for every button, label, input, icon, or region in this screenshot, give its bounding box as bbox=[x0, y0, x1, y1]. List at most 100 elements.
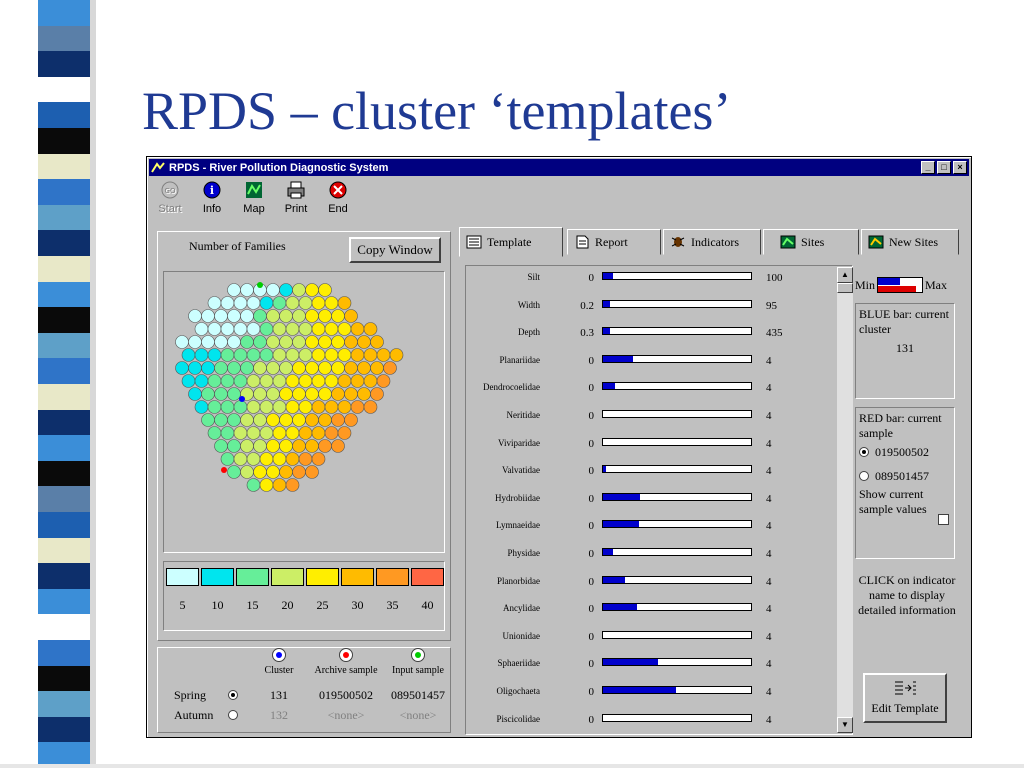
map-node[interactable] bbox=[181, 348, 196, 362]
map-node[interactable] bbox=[311, 322, 326, 336]
map-node[interactable] bbox=[259, 478, 274, 492]
map-node[interactable] bbox=[370, 335, 384, 349]
map-node[interactable] bbox=[285, 452, 300, 466]
map-node[interactable] bbox=[188, 335, 202, 349]
map-node[interactable] bbox=[240, 439, 254, 453]
indicator-row[interactable]: Piscicolidae 0 4 bbox=[466, 713, 852, 734]
indicator-name[interactable]: Planariidae bbox=[499, 354, 540, 365]
map-node[interactable] bbox=[259, 426, 274, 440]
print-button[interactable]: Print bbox=[277, 179, 315, 219]
map-node[interactable] bbox=[233, 374, 248, 388]
map-node[interactable] bbox=[246, 400, 261, 414]
map-node[interactable] bbox=[318, 309, 332, 323]
indicator-row[interactable]: Physidae 0 4 bbox=[466, 548, 852, 576]
map-node[interactable] bbox=[285, 348, 300, 362]
map-node[interactable] bbox=[266, 465, 280, 479]
map-node[interactable] bbox=[227, 283, 241, 297]
map-node[interactable] bbox=[233, 452, 248, 466]
map-node[interactable] bbox=[259, 348, 274, 362]
map-node[interactable] bbox=[253, 387, 267, 401]
map-node[interactable] bbox=[318, 283, 332, 297]
map-node[interactable] bbox=[292, 413, 306, 427]
map-node[interactable] bbox=[311, 400, 326, 414]
map-node[interactable] bbox=[292, 361, 306, 375]
map-node[interactable] bbox=[220, 452, 235, 466]
map-node[interactable] bbox=[279, 387, 293, 401]
tab-indicators[interactable]: Indicators bbox=[663, 229, 761, 255]
map-node[interactable] bbox=[337, 400, 352, 414]
show-values-checkbox[interactable] bbox=[938, 514, 949, 525]
map-node[interactable] bbox=[253, 361, 267, 375]
map-node[interactable] bbox=[305, 413, 319, 427]
map-node[interactable] bbox=[279, 283, 293, 297]
map-node[interactable] bbox=[350, 322, 365, 336]
map-node[interactable] bbox=[350, 348, 365, 362]
map-node[interactable] bbox=[227, 387, 241, 401]
map-node[interactable] bbox=[246, 426, 261, 440]
map-node[interactable] bbox=[344, 309, 358, 323]
map-node[interactable] bbox=[207, 426, 222, 440]
map-node[interactable] bbox=[337, 322, 352, 336]
map-node[interactable] bbox=[331, 335, 345, 349]
map-node[interactable] bbox=[227, 335, 241, 349]
map-node[interactable] bbox=[305, 335, 319, 349]
indicator-row[interactable]: Planorbidae 0 4 bbox=[466, 575, 852, 604]
indicator-name[interactable]: Dendrocoelidae bbox=[483, 382, 540, 393]
sample-option-1[interactable]: 019500502 bbox=[859, 441, 951, 465]
map-node[interactable] bbox=[285, 478, 300, 492]
map-node[interactable] bbox=[324, 374, 339, 388]
map-node[interactable] bbox=[227, 465, 241, 479]
sample-radio-1[interactable] bbox=[859, 447, 869, 457]
sample-radio-2[interactable] bbox=[859, 471, 869, 481]
window-titlebar[interactable]: RPDS - River Pollution Diagnostic System… bbox=[149, 159, 969, 176]
map-node[interactable] bbox=[311, 374, 326, 388]
map-node[interactable] bbox=[305, 439, 319, 453]
tab-new-sites[interactable]: New Sites bbox=[861, 229, 959, 255]
map-node[interactable] bbox=[240, 309, 254, 323]
map-node[interactable] bbox=[324, 296, 339, 310]
map-node[interactable] bbox=[259, 296, 274, 310]
map-node[interactable] bbox=[318, 439, 332, 453]
map-node[interactable] bbox=[266, 335, 280, 349]
map-node[interactable] bbox=[285, 426, 300, 440]
map-node[interactable] bbox=[370, 387, 384, 401]
tab-template[interactable]: Template bbox=[459, 227, 563, 257]
map-node[interactable] bbox=[344, 413, 358, 427]
map-node[interactable] bbox=[220, 296, 235, 310]
map-node[interactable] bbox=[194, 374, 209, 388]
indicator-row[interactable]: Lymnaeidae 0 4 bbox=[466, 520, 852, 548]
map-node[interactable] bbox=[227, 309, 241, 323]
map-node[interactable] bbox=[298, 400, 313, 414]
indicator-row[interactable]: Depth 0.3 435 bbox=[466, 327, 852, 355]
indicator-row[interactable]: Sphaeriidae 0 4 bbox=[466, 658, 852, 686]
map-node[interactable] bbox=[324, 348, 339, 362]
map-node[interactable] bbox=[246, 322, 261, 336]
map-node[interactable] bbox=[201, 413, 215, 427]
indicator-name[interactable]: Neritidae bbox=[506, 410, 540, 420]
map-node[interactable] bbox=[272, 452, 287, 466]
map-node[interactable] bbox=[324, 426, 339, 440]
map-node[interactable] bbox=[246, 478, 261, 492]
map-node[interactable] bbox=[175, 335, 189, 349]
map-node[interactable] bbox=[305, 283, 319, 297]
map-button[interactable]: Map bbox=[235, 179, 273, 219]
map-node[interactable] bbox=[253, 439, 267, 453]
map-node[interactable] bbox=[272, 426, 287, 440]
map-node[interactable] bbox=[363, 348, 378, 362]
map-node[interactable] bbox=[370, 361, 384, 375]
map-node[interactable] bbox=[305, 361, 319, 375]
map-node[interactable] bbox=[311, 452, 326, 466]
map-node[interactable] bbox=[350, 400, 365, 414]
map-node[interactable] bbox=[233, 426, 248, 440]
map-node[interactable] bbox=[272, 374, 287, 388]
map-node[interactable] bbox=[337, 296, 352, 310]
indicator-row[interactable]: Planariidae 0 4 bbox=[466, 354, 852, 383]
map-node[interactable] bbox=[311, 426, 326, 440]
spring-radio[interactable] bbox=[228, 690, 238, 700]
map-node[interactable] bbox=[246, 348, 261, 362]
indicator-name[interactable]: Valvatidae bbox=[502, 465, 540, 476]
map-node[interactable] bbox=[233, 296, 248, 310]
map-node[interactable] bbox=[285, 296, 300, 310]
map-node[interactable] bbox=[246, 374, 261, 388]
map-node[interactable] bbox=[363, 322, 378, 336]
